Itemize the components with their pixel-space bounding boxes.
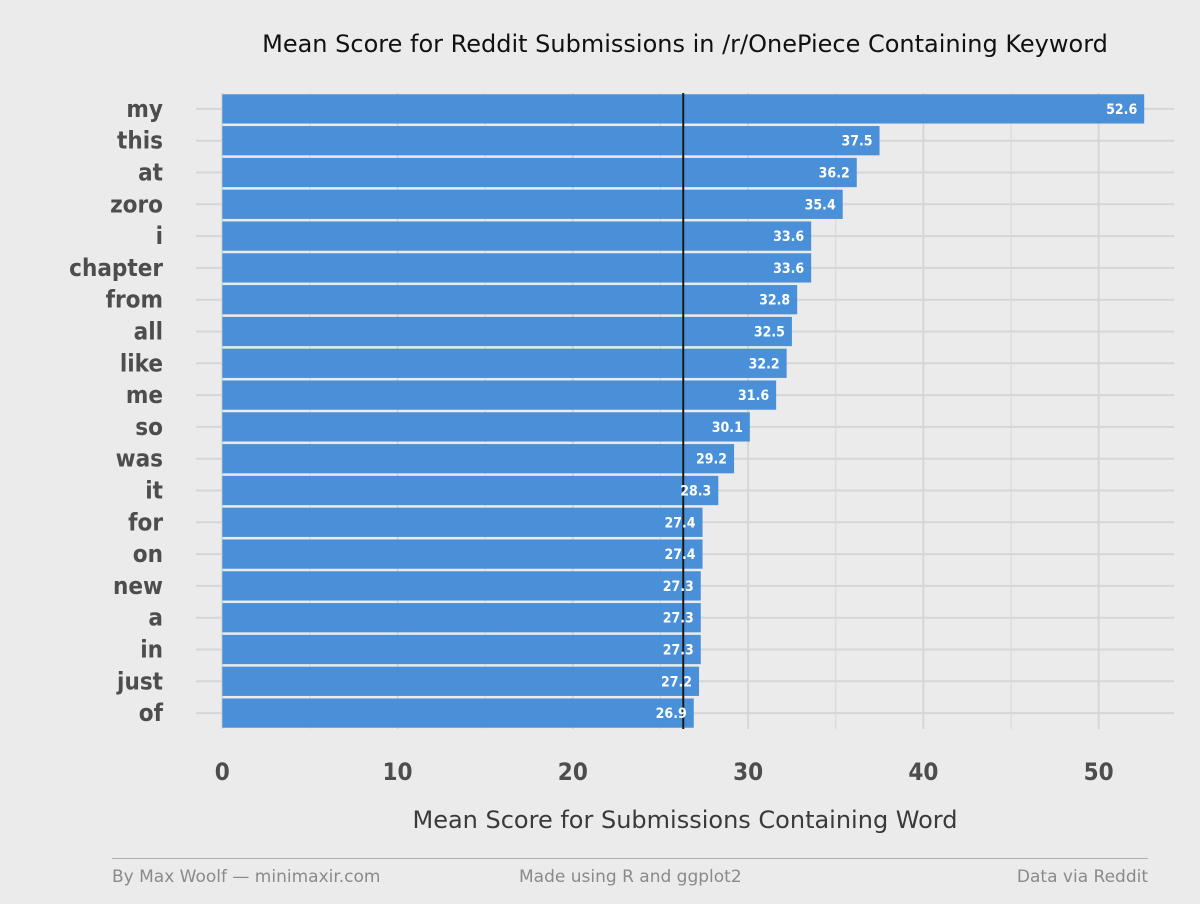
x-tick-label: 40 <box>908 758 938 786</box>
bar-new <box>222 571 701 601</box>
y-tick-label: so <box>135 413 163 441</box>
bar-value-label: 32.2 <box>749 356 780 372</box>
bar-value-label: 28.3 <box>680 484 711 500</box>
bar-a <box>222 603 701 633</box>
bar-value-label: 52.6 <box>1106 102 1137 118</box>
y-tick-label: a <box>148 604 163 632</box>
bar-me <box>222 380 777 410</box>
bar-from <box>222 285 798 315</box>
bar-i <box>222 221 812 251</box>
y-tick-label: like <box>120 349 163 377</box>
footer-tools: Made using R and ggplot2 <box>519 867 742 887</box>
bar-value-label: 36.2 <box>819 166 850 182</box>
y-tick-label: of <box>139 699 164 727</box>
bar-value-label: 31.6 <box>738 388 769 404</box>
bar-this <box>222 126 880 156</box>
bar-value-label: 33.6 <box>773 261 804 277</box>
bar-it <box>222 475 719 506</box>
y-tick-label: new <box>113 572 163 600</box>
bar-for <box>222 507 703 537</box>
bar-on <box>222 539 703 569</box>
bar-value-label: 35.4 <box>805 197 836 213</box>
bar-value-label: 33.6 <box>773 229 804 245</box>
bar-so <box>222 412 750 442</box>
bar-like <box>222 348 787 378</box>
y-tick-label: this <box>117 127 163 155</box>
y-tick-label: i <box>156 222 163 250</box>
bar-value-label: 26.9 <box>656 706 687 722</box>
y-tick-label: me <box>126 381 163 409</box>
bar-was <box>222 444 735 474</box>
bar-value-label: 27.4 <box>664 547 695 563</box>
bar-value-label: 32.5 <box>754 325 785 341</box>
footer-credit: By Max Woolf — minimaxir.com <box>112 867 381 887</box>
bar-value-label: 27.3 <box>663 643 694 659</box>
bar-value-label: 29.2 <box>696 452 727 468</box>
bar-value-label: 27.3 <box>663 611 694 627</box>
bar-value-label: 32.8 <box>759 293 790 309</box>
bar-just <box>222 666 700 696</box>
bar-value-label: 30.1 <box>712 420 743 436</box>
x-tick-label: 30 <box>733 758 763 786</box>
x-tick-label: 20 <box>558 758 588 786</box>
y-tick-label: chapter <box>69 254 163 282</box>
y-tick-label: just <box>116 667 163 695</box>
y-tick-label: my <box>126 95 163 123</box>
x-tick-label: 50 <box>1084 758 1114 786</box>
bar-at <box>222 157 857 188</box>
bar-of <box>222 698 694 728</box>
y-tick-label: zoro <box>110 190 163 218</box>
bar-value-label: 27.3 <box>663 579 694 595</box>
bar-zoro <box>222 189 843 219</box>
y-tick-label: for <box>128 508 163 536</box>
y-tick-label: in <box>140 636 163 664</box>
footer: By Max Woolf — minimaxir.com Made using … <box>112 858 1148 887</box>
bar-chapter <box>222 253 812 283</box>
y-tick-label: was <box>116 445 163 473</box>
chart-title: Mean Score for Reddit Submissions in /r/… <box>262 30 1108 58</box>
footer-source: Data via Reddit <box>1016 867 1148 887</box>
x-tick-label: 0 <box>215 758 230 786</box>
bar-value-label: 27.4 <box>664 515 695 531</box>
x-axis-title: Mean Score for Submissions Containing Wo… <box>412 806 957 834</box>
bar-all <box>222 316 792 347</box>
y-tick-label: all <box>134 318 163 346</box>
bar-value-label: 37.5 <box>841 134 872 150</box>
y-tick-label: it <box>145 477 163 505</box>
bar-in <box>222 634 701 665</box>
y-tick-label: at <box>138 159 163 187</box>
bar-value-label: 27.2 <box>661 674 692 690</box>
y-tick-label: from <box>106 286 163 314</box>
y-tick-label: on <box>133 540 163 568</box>
x-tick-label: 10 <box>383 758 413 786</box>
